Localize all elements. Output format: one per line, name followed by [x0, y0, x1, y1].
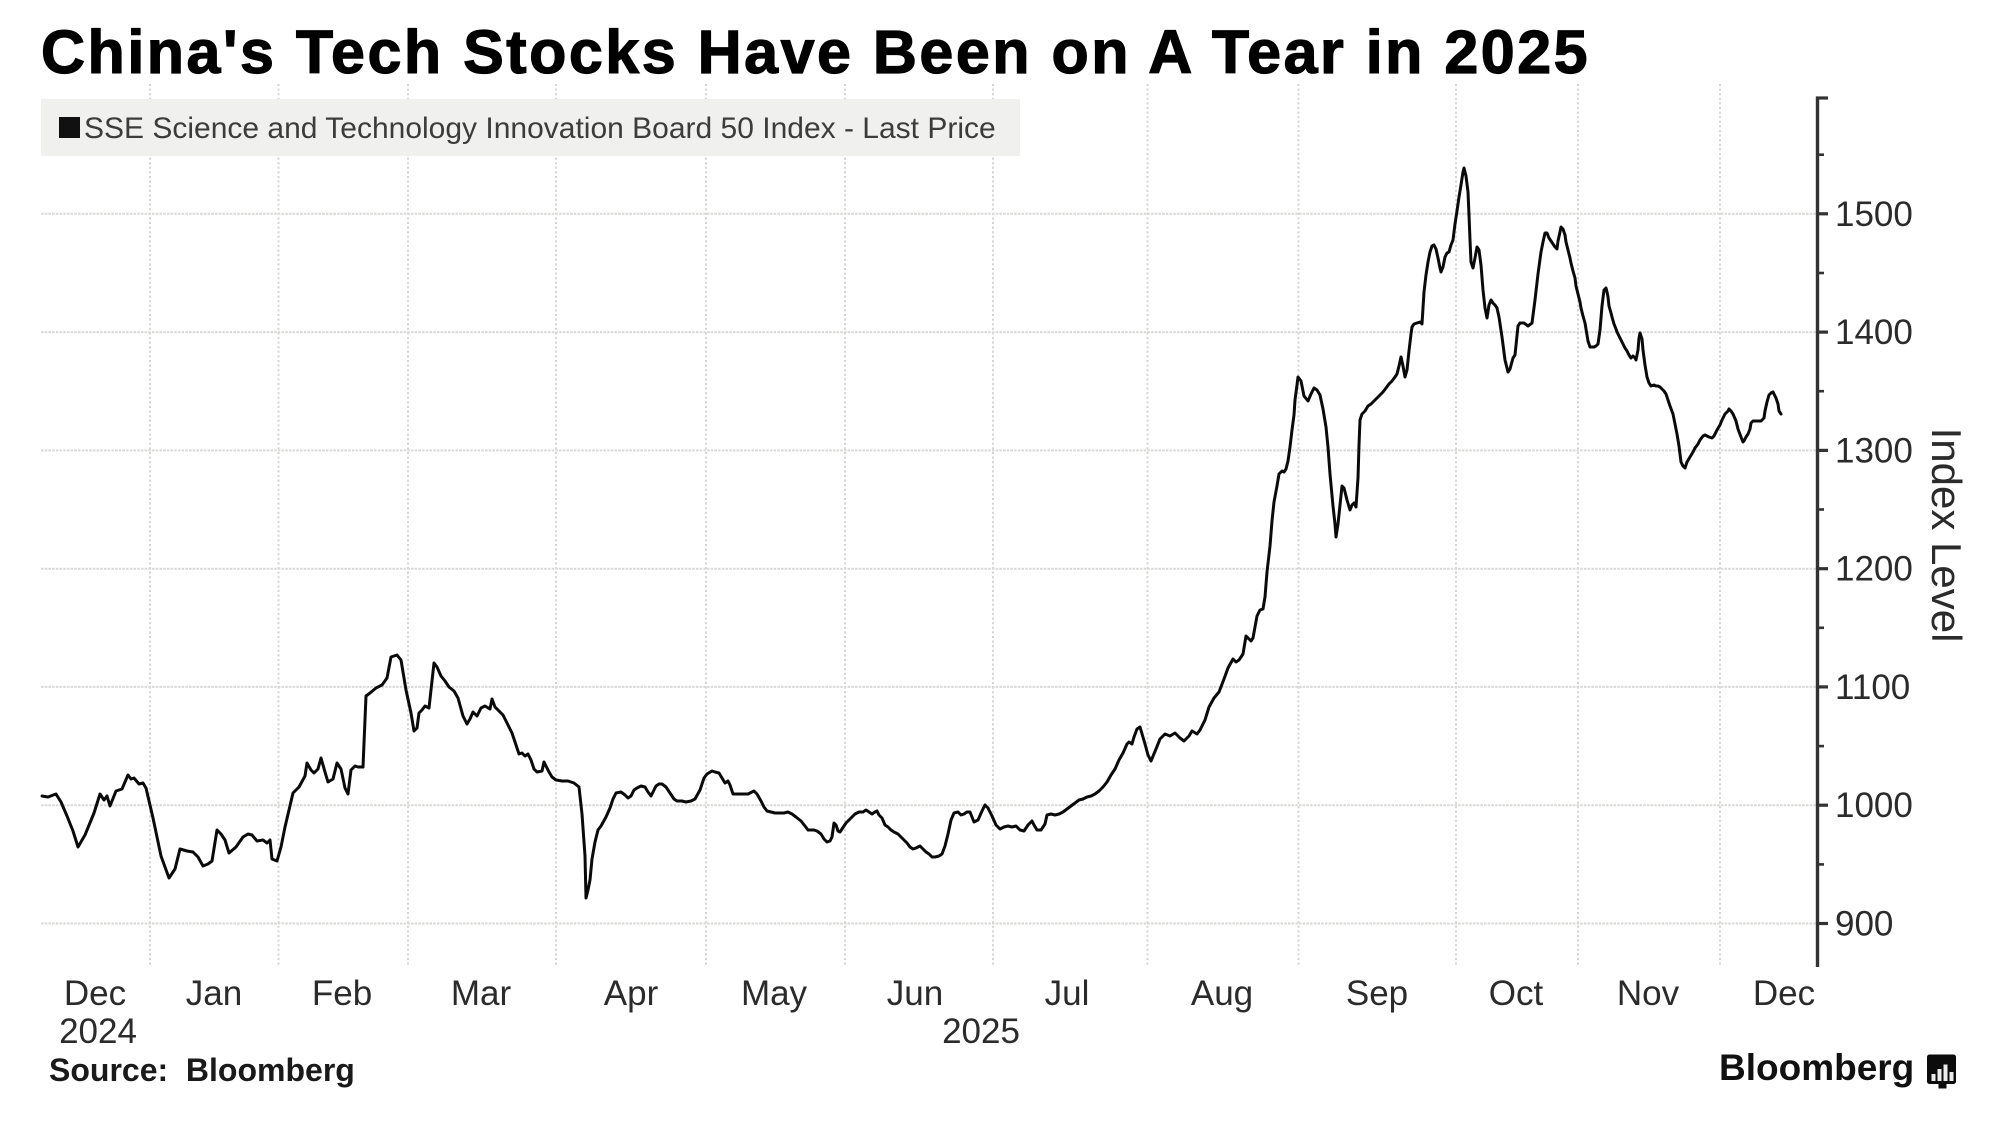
svg-text:900: 900 — [1835, 905, 1893, 944]
svg-text:May: May — [741, 974, 808, 1013]
svg-text:1100: 1100 — [1835, 668, 1910, 707]
svg-text:2024: 2024 — [59, 1012, 137, 1051]
svg-text:Dec: Dec — [64, 974, 126, 1013]
svg-text:Sep: Sep — [1346, 974, 1408, 1013]
svg-text:Index Level: Index Level — [1923, 428, 1970, 643]
svg-text:Apr: Apr — [604, 974, 659, 1013]
svg-text:1300: 1300 — [1835, 431, 1913, 470]
svg-text:1200: 1200 — [1835, 550, 1913, 589]
svg-text:1500: 1500 — [1835, 195, 1913, 234]
svg-text:Jul: Jul — [1045, 974, 1090, 1013]
svg-text:Aug: Aug — [1191, 974, 1253, 1013]
svg-text:Jan: Jan — [186, 974, 242, 1013]
svg-text:Mar: Mar — [451, 974, 512, 1013]
svg-text:1400: 1400 — [1835, 313, 1913, 352]
svg-text:1000: 1000 — [1835, 786, 1913, 825]
svg-text:2025: 2025 — [942, 1012, 1020, 1051]
svg-text:Nov: Nov — [1617, 974, 1680, 1013]
svg-text:Feb: Feb — [312, 974, 372, 1013]
svg-text:Dec: Dec — [1753, 974, 1815, 1013]
svg-text:Oct: Oct — [1489, 974, 1544, 1013]
svg-text:Jun: Jun — [887, 974, 943, 1013]
